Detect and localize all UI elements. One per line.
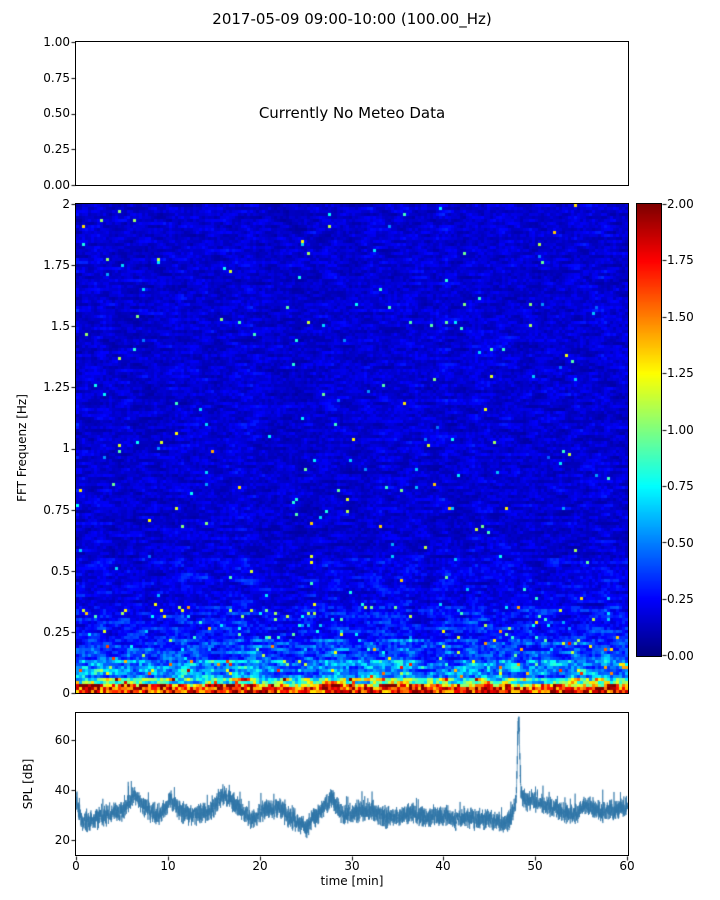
figure: 2017-05-09 09:00-10:00 (100.00_Hz) Curre… <box>0 0 720 900</box>
tick-marks-canvas <box>0 0 720 900</box>
